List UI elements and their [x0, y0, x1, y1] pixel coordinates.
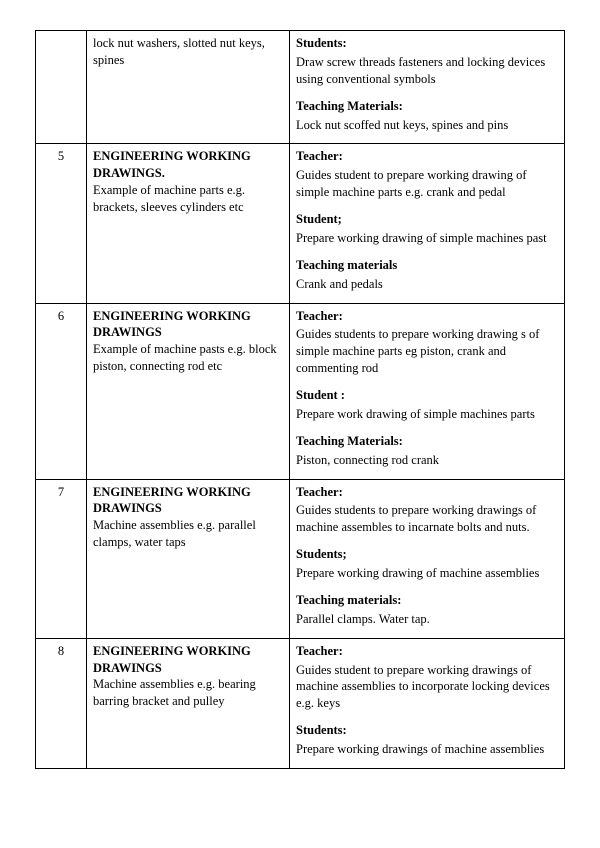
topic-cell: ENGINEERING WORKING DRAWINGSMachine asse…	[87, 479, 290, 638]
table-row: lock nut washers, slotted nut keys, spin…	[36, 31, 565, 144]
topic-title: ENGINEERING WORKING DRAWINGS	[93, 484, 283, 518]
row-number: 8	[36, 638, 87, 768]
section-label: Students:	[296, 722, 558, 739]
section-text: Crank and pedals	[296, 276, 558, 293]
section-label: Teacher:	[296, 148, 558, 165]
section-text: Prepare working drawing of simple machin…	[296, 230, 558, 247]
section-label: Teaching materials:	[296, 592, 558, 609]
section-gap	[296, 712, 558, 722]
section-text: Prepare working drawings of machine asse…	[296, 741, 558, 758]
section-label: Students;	[296, 546, 558, 563]
row-number: 5	[36, 144, 87, 303]
section-label: Student :	[296, 387, 558, 404]
table-row: 6ENGINEERING WORKING DRAWINGS Example of…	[36, 303, 565, 479]
topic-body: Example of machine pasts e.g. block pist…	[93, 341, 283, 375]
section-label: Teaching materials	[296, 257, 558, 274]
section-text: Prepare work drawing of simple machines …	[296, 406, 558, 423]
curriculum-table: lock nut washers, slotted nut keys, spin…	[35, 30, 565, 769]
table-row: 7ENGINEERING WORKING DRAWINGSMachine ass…	[36, 479, 565, 638]
section-gap	[296, 536, 558, 546]
section-text: Prepare working drawing of machine assem…	[296, 565, 558, 582]
detail-cell: Teacher: Guides student to prepare workin…	[290, 144, 565, 303]
table-row: 8ENGINEERING WORKING DRAWINGS Machine as…	[36, 638, 565, 768]
section-gap	[296, 88, 558, 98]
section-label: Teaching Materials:	[296, 98, 558, 115]
section-gap	[296, 377, 558, 387]
topic-title: ENGINEERING WORKING DRAWINGS	[93, 643, 283, 677]
row-number	[36, 31, 87, 144]
detail-cell: Teacher:Guides students to prepare worki…	[290, 303, 565, 479]
section-text: Guides students to prepare working drawi…	[296, 326, 558, 377]
topic-body: lock nut washers, slotted nut keys, spin…	[93, 35, 283, 69]
topic-body: Example of machine parts e.g. brackets, …	[93, 182, 283, 216]
section-gap	[296, 247, 558, 257]
table-row: 5ENGINEERING WORKING DRAWINGS. Example o…	[36, 144, 565, 303]
section-label: Student;	[296, 211, 558, 228]
section-label: Teacher:	[296, 484, 558, 501]
section-text: Parallel clamps. Water tap.	[296, 611, 558, 628]
detail-cell: Teacher:Guides students to prepare worki…	[290, 479, 565, 638]
table-body: lock nut washers, slotted nut keys, spin…	[36, 31, 565, 769]
topic-cell: ENGINEERING WORKING DRAWINGS Example of …	[87, 303, 290, 479]
section-text: Draw screw threads fasteners and locking…	[296, 54, 558, 88]
section-text: Guides student to prepare working drawin…	[296, 662, 558, 713]
section-text: Piston, connecting rod crank	[296, 452, 558, 469]
section-gap	[296, 582, 558, 592]
section-label: Teacher:	[296, 643, 558, 660]
topic-title: ENGINEERING WORKING DRAWINGS.	[93, 148, 283, 182]
section-label: Students:	[296, 35, 558, 52]
section-text: Lock nut scoffed nut keys, spines and pi…	[296, 117, 558, 134]
topic-body: Machine assemblies e.g. parallel clamps,…	[93, 517, 283, 551]
detail-cell: Teacher: Guides student to prepare workin…	[290, 638, 565, 768]
topic-cell: lock nut washers, slotted nut keys, spin…	[87, 31, 290, 144]
topic-cell: ENGINEERING WORKING DRAWINGS. Example of…	[87, 144, 290, 303]
row-number: 7	[36, 479, 87, 638]
topic-title: ENGINEERING WORKING DRAWINGS	[93, 308, 283, 342]
detail-cell: Students: Draw screw threads fasteners an…	[290, 31, 565, 144]
row-number: 6	[36, 303, 87, 479]
topic-body: Machine assemblies e.g. bearing barring …	[93, 676, 283, 710]
section-gap	[296, 201, 558, 211]
section-gap	[296, 423, 558, 433]
section-label: Teaching Materials:	[296, 433, 558, 450]
section-text: Guides student to prepare working drawin…	[296, 167, 558, 201]
section-text: Guides students to prepare working drawi…	[296, 502, 558, 536]
section-label: Teacher:	[296, 308, 558, 325]
topic-cell: ENGINEERING WORKING DRAWINGS Machine ass…	[87, 638, 290, 768]
